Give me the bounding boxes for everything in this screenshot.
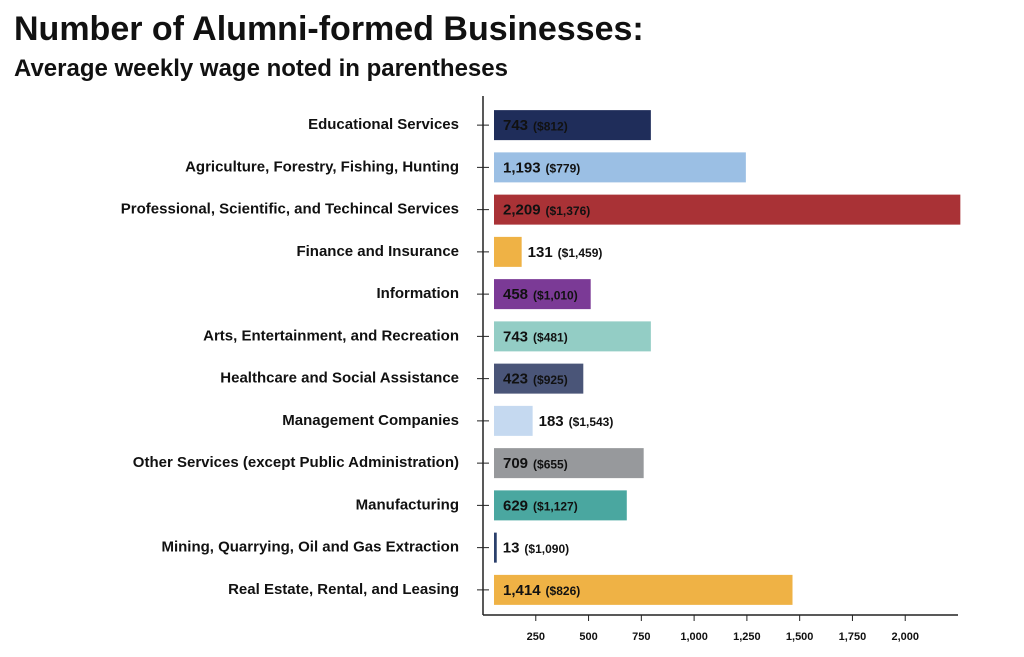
- x-tick-label: 500: [579, 631, 597, 643]
- x-tick-label: 2,000: [891, 631, 919, 643]
- value-label: 1,414: [503, 582, 541, 599]
- value-label: 183: [539, 413, 564, 430]
- category-label: Manufacturing: [356, 496, 459, 513]
- category-label: Management Companies: [282, 412, 459, 429]
- x-tick-label: 1,500: [786, 631, 814, 643]
- wage-label: ($826): [546, 584, 581, 598]
- category-label: Professional, Scientific, and Techincal …: [121, 201, 459, 218]
- wage-label: ($481): [533, 331, 568, 345]
- wage-label: ($925): [533, 373, 568, 387]
- category-label: Mining, Quarrying, Oil and Gas Extractio…: [161, 539, 459, 556]
- x-tick-label: 1,750: [839, 631, 867, 643]
- bar: [494, 405, 533, 436]
- bar: [494, 279, 591, 310]
- value-label: 629: [503, 497, 528, 514]
- x-tick-label: 1,000: [680, 631, 708, 643]
- bar: [494, 532, 497, 563]
- x-tick-label: 250: [527, 631, 545, 643]
- wage-label: ($779): [546, 162, 581, 176]
- bar: [494, 110, 651, 141]
- wage-label: ($655): [533, 457, 568, 471]
- category-label: Real Estate, Rental, and Leasing: [228, 581, 459, 598]
- chart-title: Number of Alumni-formed Businesses:: [14, 10, 644, 48]
- x-tick-label: 1,250: [733, 631, 761, 643]
- wage-label: ($1,376): [546, 204, 591, 218]
- category-label: Finance and Insurance: [296, 243, 459, 260]
- wage-label: ($812): [533, 119, 568, 133]
- bar: [494, 236, 522, 267]
- value-label: 2,209: [503, 202, 541, 219]
- category-label: Educational Services: [308, 116, 459, 133]
- value-label: 743: [503, 117, 528, 134]
- category-label: Information: [377, 285, 460, 302]
- value-label: 423: [503, 371, 528, 388]
- bar: [494, 363, 584, 394]
- value-label: 743: [503, 328, 528, 345]
- wage-label: ($1,127): [533, 500, 578, 514]
- bar: [494, 448, 644, 479]
- bar: [494, 490, 627, 521]
- category-label: Arts, Entertainment, and Recreation: [203, 327, 459, 344]
- bar: [494, 574, 793, 605]
- wage-label: ($1,459): [558, 246, 603, 260]
- value-label: 13: [503, 540, 520, 557]
- category-label: Healthcare and Social Assistance: [220, 370, 459, 387]
- category-label: Other Services (except Public Administra…: [133, 454, 459, 471]
- value-label: 131: [528, 244, 553, 261]
- value-label: 458: [503, 286, 528, 303]
- value-label: 709: [503, 455, 528, 472]
- wage-label: ($1,090): [524, 542, 569, 556]
- bar: [494, 321, 651, 352]
- bar: [494, 152, 746, 183]
- wage-label: ($1,543): [569, 415, 614, 429]
- x-tick-label: 750: [632, 631, 650, 643]
- value-label: 1,193: [503, 159, 541, 176]
- bar: [494, 194, 961, 225]
- category-label: Agriculture, Forestry, Fishing, Hunting: [185, 158, 459, 175]
- chart-subtitle: Average weekly wage noted in parentheses: [14, 55, 508, 82]
- wage-label: ($1,010): [533, 288, 578, 302]
